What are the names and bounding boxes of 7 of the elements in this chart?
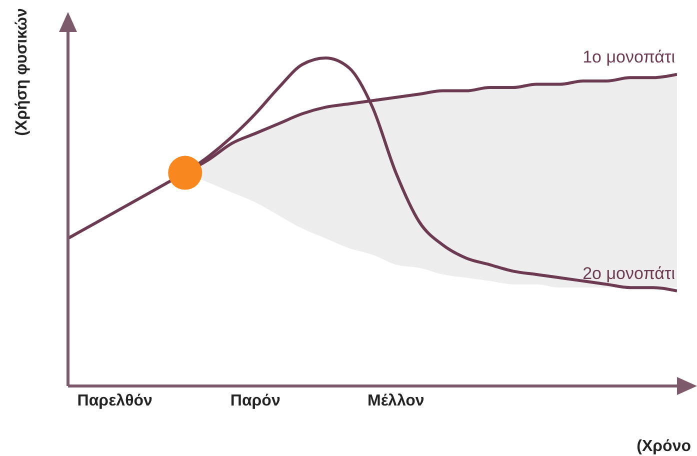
y-axis-title: (Χρήση φυσικών: [14, 8, 31, 136]
x-tick-label: Παρόν: [230, 392, 280, 410]
x-tick-label: Μέλλον: [368, 392, 424, 410]
series-label: 1ο μονοπάτι: [582, 47, 676, 66]
x-axis-title: (Χρόνο: [636, 438, 691, 456]
x-tick-label: Παρελθόν: [77, 392, 152, 410]
series-label: 2ο μονοπάτι: [582, 264, 676, 283]
